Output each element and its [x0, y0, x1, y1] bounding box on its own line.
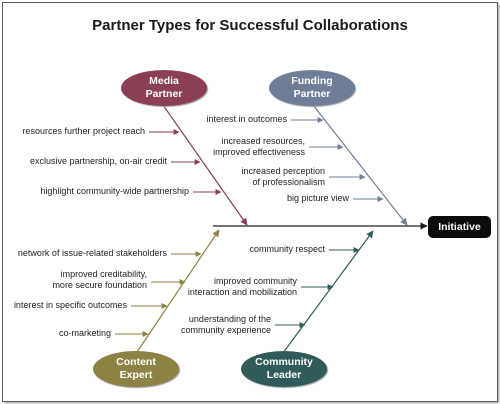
- cause-label: co-marketing: [58, 328, 111, 338]
- cause-label: exclusive partnership, on-air credit: [29, 156, 167, 166]
- media-node-label-2: Partner: [145, 88, 183, 100]
- cause-label: increased resources, improved effectivene…: [213, 136, 305, 157]
- content-node-label-1: Content: [116, 356, 156, 368]
- community-node-label-1: Community: [255, 356, 313, 368]
- cause-label: improved community interaction and mobili…: [187, 276, 297, 297]
- funding-bone: [312, 104, 408, 226]
- cause-label: interest in specific outcomes: [13, 300, 127, 310]
- community-leader-node: Community Leader: [241, 351, 327, 387]
- cause-label: understanding of the community experience: [180, 314, 271, 335]
- content-bone: [134, 229, 220, 356]
- cause-label: highlight community-wide partnership: [40, 186, 189, 196]
- media-partner-node: Media Partner: [121, 70, 207, 106]
- cause-label: increased perception of professionalism: [241, 166, 325, 187]
- cause-label: big picture view: [286, 193, 349, 203]
- funding-partner-node: Funding Partner: [269, 70, 355, 106]
- cause-label: community respect: [249, 244, 325, 254]
- content-node-label-2: Expert: [119, 369, 153, 381]
- cause-label: interest in outcomes: [206, 114, 287, 124]
- media-node-label-1: Media: [149, 75, 179, 87]
- cause-label: network of issue-related stakeholders: [17, 248, 167, 258]
- funding-node-label-1: Funding: [291, 75, 333, 87]
- diagram-title: Partner Types for Successful Collaborati…: [92, 17, 408, 34]
- cause-label: resources further project reach: [22, 126, 145, 136]
- content-expert-node: Content Expert: [93, 351, 179, 387]
- fishbone-svg: [115, 104, 428, 358]
- funding-node-label-2: Partner: [293, 88, 331, 100]
- media-bone: [162, 104, 248, 226]
- effect-box: Initiative: [428, 216, 491, 238]
- cause-label: improved creditability, more secure found…: [52, 269, 147, 290]
- community-node-label-2: Leader: [266, 369, 302, 381]
